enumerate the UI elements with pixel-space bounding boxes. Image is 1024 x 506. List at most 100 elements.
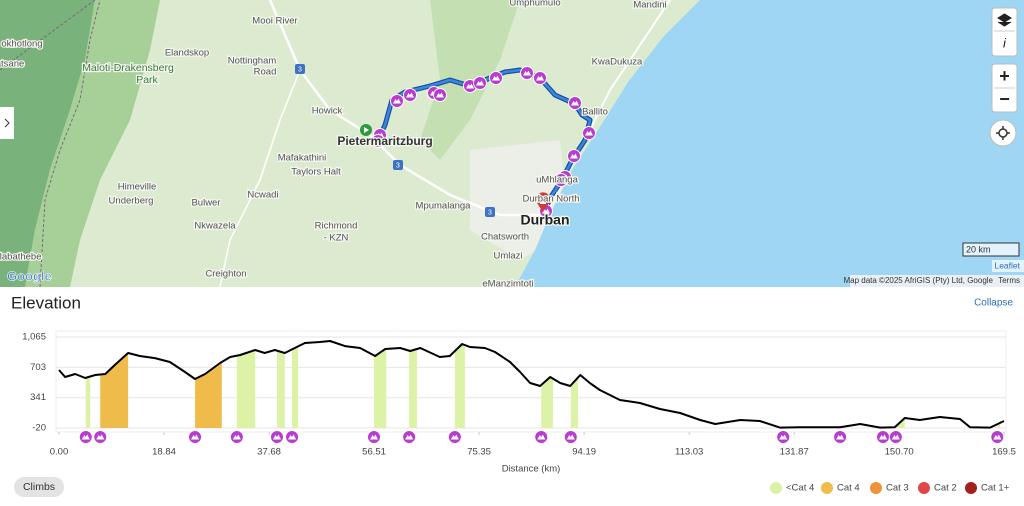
scale-bar — [962, 242, 1020, 257]
climb-marker[interactable] — [229, 430, 244, 444]
y-tick-label: 703 — [30, 362, 46, 373]
layers-button[interactable] — [991, 7, 1018, 57]
climb-icon-glyph — [836, 434, 845, 440]
x-tick-label: 0.00 — [50, 447, 69, 458]
climb-marker[interactable] — [833, 430, 848, 444]
climb-band — [570, 377, 579, 428]
climb-marker[interactable] — [188, 430, 203, 444]
place-label: Mpumalanga — [416, 201, 472, 212]
zoom-in-button[interactable]: + — [999, 66, 1010, 86]
climbs-button[interactable]: Climbs — [14, 477, 64, 497]
info-button[interactable]: i — [1003, 35, 1007, 50]
climb-marker[interactable] — [93, 430, 108, 444]
climb-marker[interactable] — [776, 430, 791, 444]
climb-icon-glyph — [393, 98, 401, 104]
place-label: Richmond — [315, 221, 358, 232]
x-tick-label: 131.87 — [780, 447, 809, 458]
zoom-out-button[interactable]: − — [999, 89, 1010, 109]
climb-band — [276, 350, 285, 428]
y-tick-label: -20 — [32, 423, 46, 434]
park-area — [25, 0, 160, 287]
place-label: Ncwadi — [247, 190, 278, 201]
legend-label: Cat 2 — [934, 483, 957, 494]
road-shield: 3 — [393, 160, 403, 170]
climb-band — [85, 376, 91, 428]
place-label: Durban North — [522, 194, 579, 205]
climb-marker[interactable] — [534, 430, 549, 444]
climb-marker[interactable] — [876, 430, 891, 444]
climb-marker[interactable] — [367, 430, 381, 444]
locate-button[interactable] — [989, 119, 1017, 147]
climb-icon-glyph — [536, 75, 544, 81]
start-marker[interactable] — [360, 124, 372, 136]
place-label: Howick — [312, 106, 343, 117]
terms-link[interactable]: Terms — [998, 276, 1020, 285]
place-label: Nkwazela — [194, 221, 236, 232]
climb-band — [292, 346, 299, 428]
legend-swatch — [770, 482, 782, 494]
place-label: Nottingham — [228, 56, 277, 67]
climb-icon-glyph — [288, 434, 297, 440]
climb-marker[interactable] — [447, 430, 462, 444]
climb-icon-glyph — [476, 80, 484, 86]
climb-icon-glyph — [436, 92, 444, 98]
climb-icon-glyph — [406, 92, 414, 98]
panel-title: Elevation — [11, 293, 81, 312]
leaflet-box — [992, 260, 1024, 272]
map-climb-markers — [371, 66, 596, 218]
climb-icon-glyph — [370, 434, 378, 440]
road-number: 3 — [396, 162, 400, 169]
climb-icon-glyph — [570, 153, 578, 159]
place-label: Creighton — [205, 269, 246, 280]
end-marker[interactable] — [536, 192, 550, 212]
place-label: Umlazi — [493, 251, 522, 262]
climb-marker[interactable] — [269, 430, 284, 444]
elevation-line — [58, 340, 1005, 429]
place-label: hlabathebe — [0, 252, 42, 263]
climb-icon-glyph — [450, 434, 459, 440]
elevation-chart: -20 341 703 1,065 0.00 18.84 37.68 56.51 75.35 94… — [22, 332, 1016, 458]
place-label: Durban — [521, 212, 570, 228]
x-tick-label: 113.03 — [675, 447, 703, 458]
attribution-box — [850, 275, 1024, 287]
collapse-link[interactable]: Collapse — [974, 298, 1013, 309]
climb-marker[interactable] — [888, 430, 903, 444]
map[interactable]: Mooi River Elandskop Maloti-DrakensbergPar… — [0, 0, 1024, 291]
legend-swatch — [918, 482, 930, 494]
place-label: KwaDukuza — [592, 57, 643, 68]
climb-band — [195, 362, 222, 428]
place-label: Himeville — [118, 182, 157, 193]
climb-marker[interactable] — [402, 430, 417, 444]
climbs-button-label[interactable]: Climbs — [23, 481, 55, 493]
climb-icon-glyph — [492, 75, 500, 81]
border — [39, 0, 101, 288]
climb-marker[interactable] — [285, 430, 300, 444]
scale-label: 20 km — [966, 244, 991, 254]
climb-band — [454, 344, 465, 428]
google-logo: Google — [7, 268, 52, 283]
climb-icon-glyph — [585, 130, 593, 136]
climb-marker[interactable] — [78, 430, 93, 444]
climb-icon-glyph — [557, 177, 565, 183]
place-label: Mafakathini — [278, 153, 327, 164]
legend-swatch — [821, 482, 833, 494]
road-shield: 3 — [295, 64, 305, 74]
place-label: Taylors Halt — [291, 167, 341, 178]
climb-icon-glyph — [272, 434, 281, 440]
climb-band — [409, 348, 417, 428]
road-number: 3 — [488, 209, 492, 216]
sidebar-toggle[interactable] — [0, 107, 14, 139]
climb-marker[interactable] — [563, 430, 578, 444]
place-label: Road — [254, 67, 277, 78]
map-labels: Mooi River Elandskop Maloti-DrakensbergPar… — [0, 0, 668, 291]
leaflet-link[interactable]: Leaflet — [994, 260, 1020, 270]
place-label: Park — [136, 74, 158, 86]
legend-swatch — [965, 482, 977, 494]
climb-band — [374, 348, 387, 428]
climb-icon-glyph — [566, 434, 575, 440]
road — [219, 69, 301, 288]
place-label: Underberg — [109, 196, 154, 207]
y-tick-label: 341 — [30, 392, 46, 403]
climb-marker[interactable] — [990, 430, 1005, 444]
